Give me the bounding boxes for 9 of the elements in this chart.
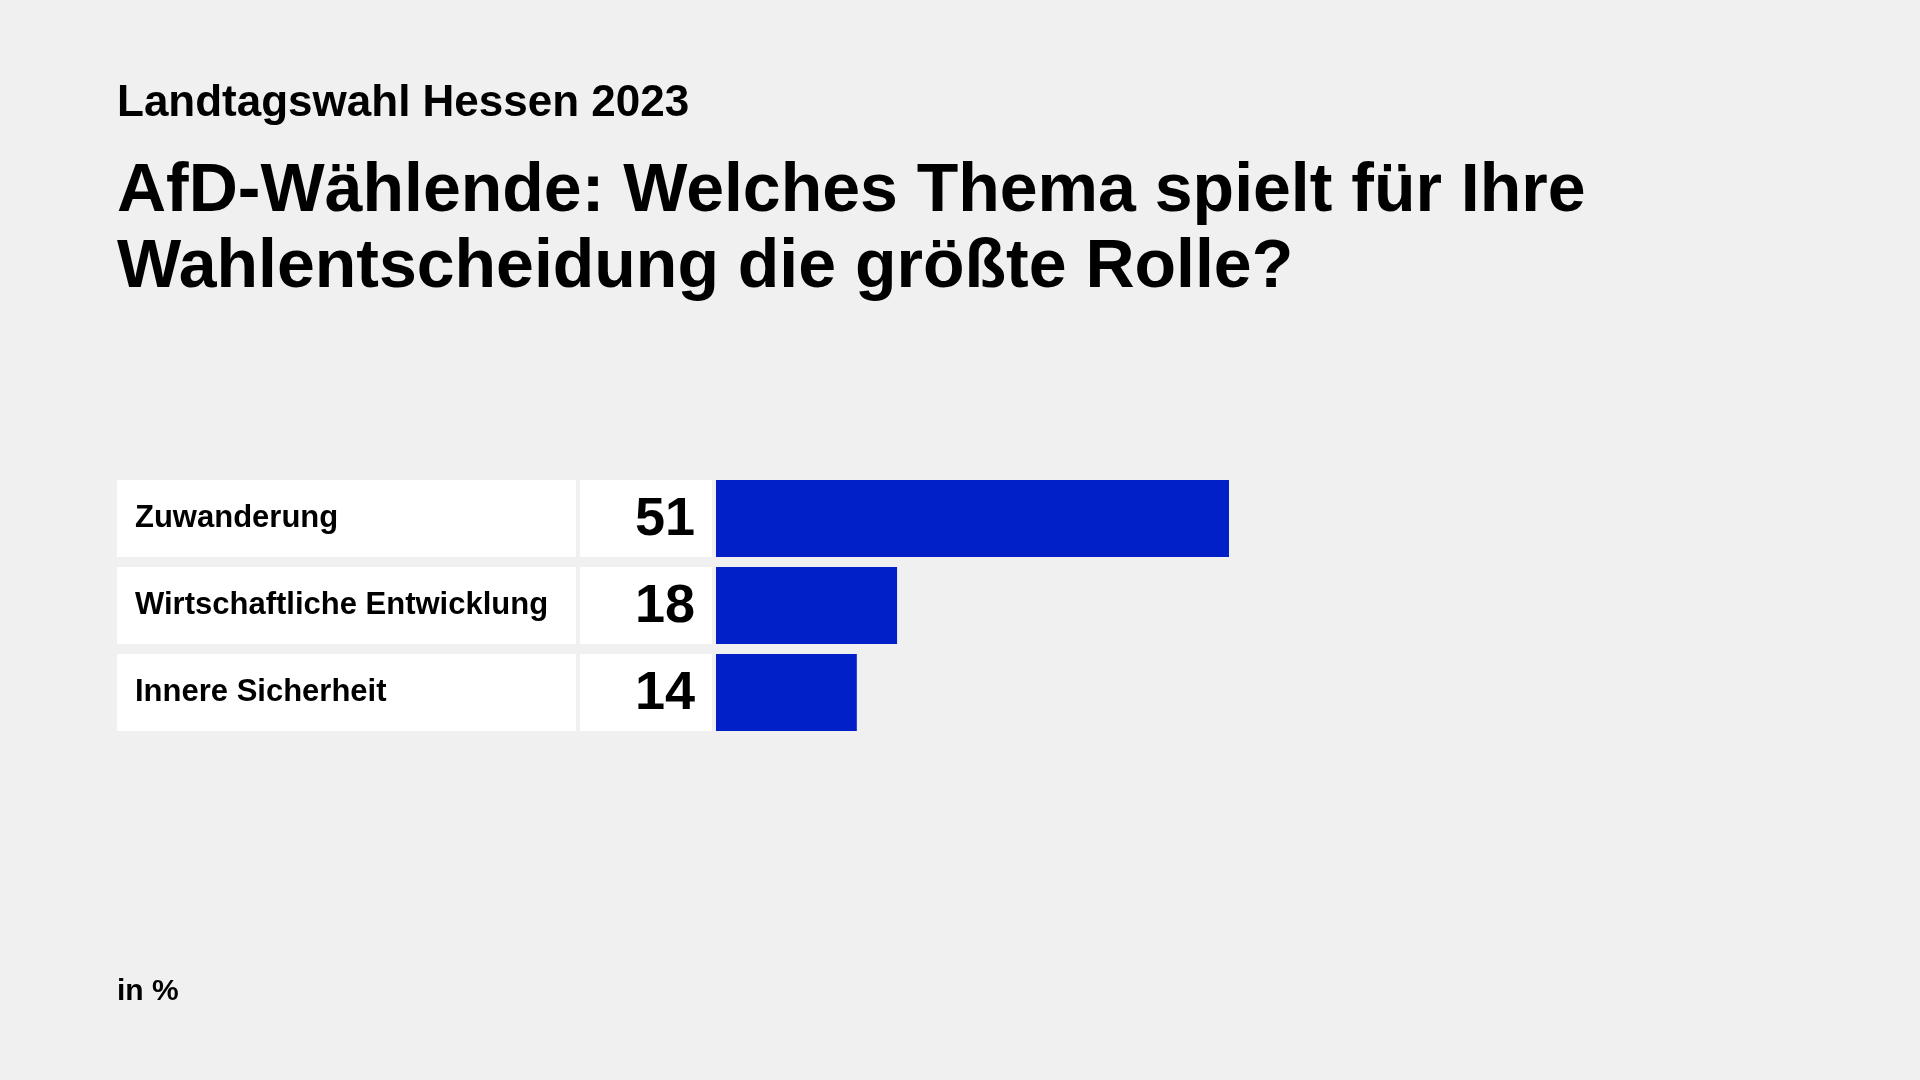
data-label: 51 <box>634 486 695 547</box>
chart-subtitle: Landtagswahl Hessen 2023 <box>117 76 690 125</box>
y-tick-label: Wirtschaftliche Entwicklung <box>135 586 549 622</box>
data-label: 14 <box>634 660 695 721</box>
y-tick-label: Zuwanderung <box>135 499 339 535</box>
text: in % <box>117 973 179 1006</box>
chart-title: AfD-Wählende: Welches Thema spielt für Ihre Wahlentscheidung die größte Rolle? <box>117 149 1587 301</box>
y-tick-label: Innere Sicherheit <box>135 673 387 709</box>
data-label: 18 <box>634 573 695 634</box>
